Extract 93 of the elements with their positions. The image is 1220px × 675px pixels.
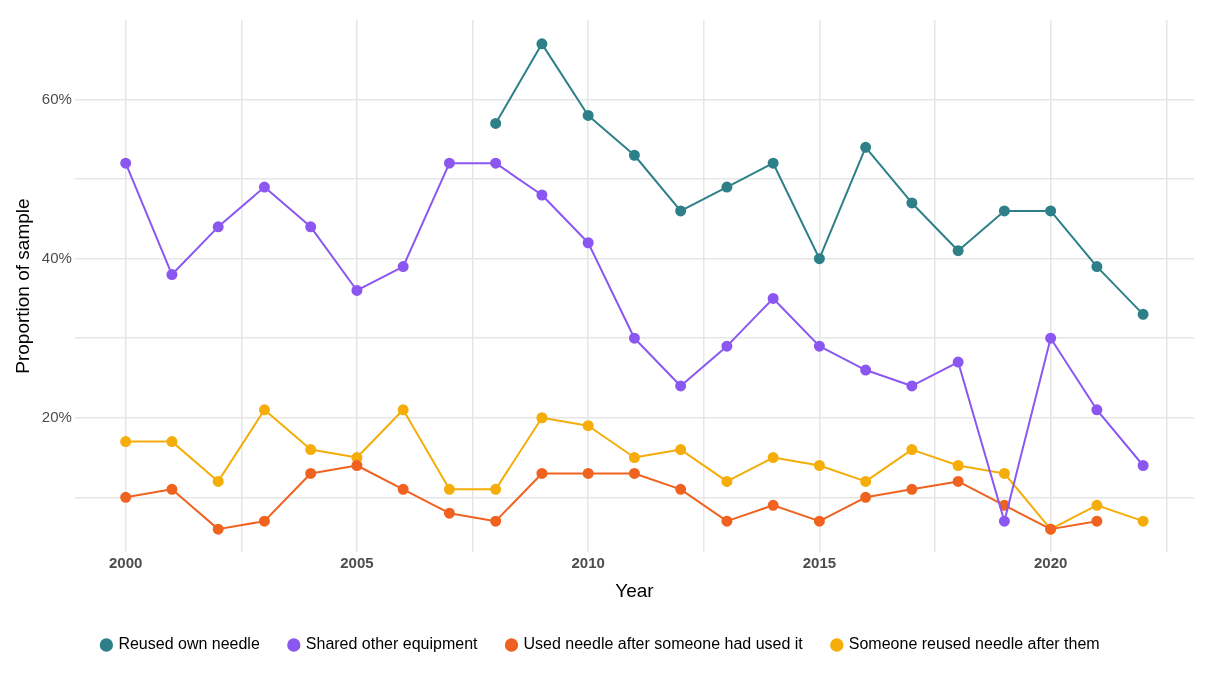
x-tick-label: 2020 [1033, 554, 1068, 572]
point [490, 157, 502, 169]
point [490, 117, 502, 129]
point [305, 221, 317, 233]
legend-label: Used needle after someone had used it [523, 635, 804, 653]
point [397, 261, 409, 273]
point [258, 404, 270, 416]
point [675, 444, 687, 456]
point [120, 491, 132, 503]
y-axis-title: Proportion of sample [11, 198, 33, 374]
point [1045, 205, 1057, 217]
point [351, 284, 363, 296]
point [166, 436, 178, 448]
point [582, 109, 594, 121]
x-tick-label: 2000 [109, 554, 143, 572]
point [952, 245, 964, 257]
y-tick-label: 20% [41, 407, 72, 425]
point [952, 475, 964, 487]
point [258, 181, 270, 193]
y-tick-label: 60% [41, 89, 72, 107]
point [397, 404, 409, 416]
point [351, 459, 363, 471]
point [906, 197, 918, 209]
point [860, 491, 872, 503]
point [212, 221, 224, 233]
point [767, 499, 779, 511]
point [536, 467, 548, 479]
point [120, 436, 132, 448]
point [860, 475, 872, 487]
point [1137, 459, 1149, 471]
point [767, 452, 779, 464]
point [305, 467, 317, 479]
point [767, 157, 779, 169]
point [1137, 515, 1149, 527]
point [582, 467, 594, 479]
point [813, 459, 825, 471]
point [675, 205, 687, 217]
point [860, 141, 872, 153]
point [860, 364, 872, 376]
point [628, 332, 640, 344]
legend-label: Someone reused needle after them [848, 635, 1100, 653]
point [998, 515, 1010, 527]
point [1091, 404, 1103, 416]
point [443, 507, 455, 519]
legend-label: Reused own needle [118, 635, 260, 653]
point [952, 356, 964, 368]
point [258, 515, 270, 527]
point [582, 420, 594, 432]
x-axis-title: Year [615, 579, 655, 601]
point [813, 253, 825, 265]
point [813, 340, 825, 352]
point [397, 483, 409, 495]
y-tick-label: 40% [41, 248, 72, 266]
point [721, 515, 733, 527]
point [721, 181, 733, 193]
point [721, 475, 733, 487]
point [120, 157, 132, 169]
point [1091, 515, 1103, 527]
point [628, 149, 640, 161]
point [952, 459, 964, 471]
point [1045, 332, 1057, 344]
point [536, 189, 548, 201]
x-tick-label: 2010 [571, 554, 605, 572]
point [582, 237, 594, 249]
point [628, 452, 640, 464]
point [536, 412, 548, 424]
point [628, 467, 640, 479]
point [443, 483, 455, 495]
point [906, 483, 918, 495]
point [490, 483, 502, 495]
point [906, 444, 918, 456]
point [998, 467, 1010, 479]
point [813, 515, 825, 527]
point [443, 157, 455, 169]
point [906, 380, 918, 392]
legend-label: Shared other equipment [305, 635, 479, 653]
point [1091, 499, 1103, 511]
point [767, 292, 779, 304]
point [998, 205, 1010, 217]
point [1137, 308, 1149, 320]
point [675, 483, 687, 495]
point [490, 515, 502, 527]
point [305, 444, 317, 456]
point [166, 269, 178, 281]
x-tick-label: 2005 [340, 554, 374, 572]
point [536, 38, 548, 50]
point [212, 523, 224, 535]
point [721, 340, 733, 352]
point [675, 380, 687, 392]
point [166, 483, 178, 495]
point [212, 475, 224, 487]
x-tick-label: 2015 [802, 554, 837, 572]
point [1091, 261, 1103, 273]
